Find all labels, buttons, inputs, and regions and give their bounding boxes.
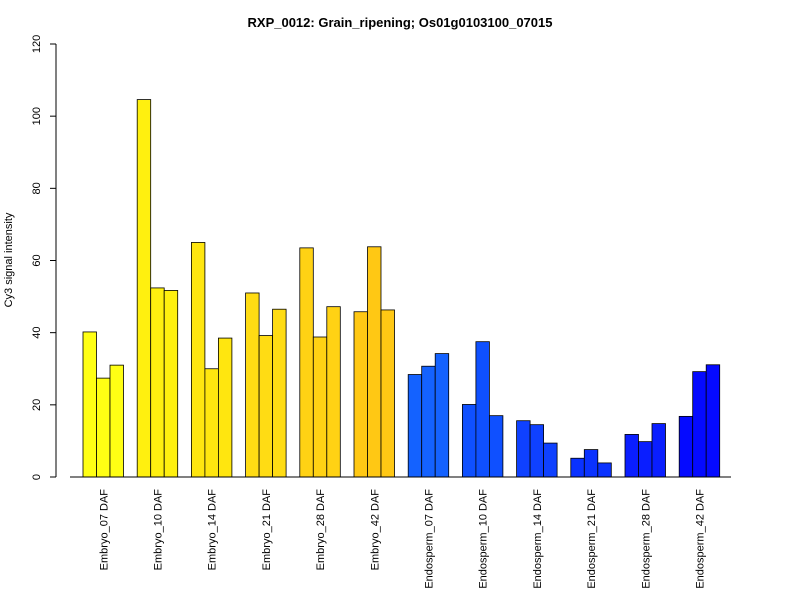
bar [638,441,653,478]
y-axis-label: Cy3 signal intensity [3,212,15,307]
bar [516,420,531,478]
bar [705,364,721,478]
y-axis: 0 20 40 60 80 100 120 [31,35,57,480]
bar [529,424,544,478]
bar [583,449,599,478]
bar [651,423,666,478]
x-tick-label: Endosperm_21 DAF [586,489,598,589]
bar [258,335,274,478]
bars-group [82,99,721,478]
x-tick-label: Endosperm_14 DAF [532,489,544,589]
bar [488,415,504,478]
bar [163,290,179,478]
bar [543,442,558,478]
bar [434,353,450,478]
bar [678,415,694,478]
bar [367,246,382,478]
bar [570,457,585,478]
x-tick-label: Endosperm_07 DAF [423,489,435,589]
bar [353,311,368,478]
y-tick-label: 60 [31,254,43,266]
x-tick-label: Embryo_14 DAF [207,489,219,571]
bar [299,247,314,478]
bar [421,365,436,478]
x-tick-label: Endosperm_42 DAF [694,489,706,589]
bar [407,374,423,478]
bar [692,371,707,478]
bar [475,341,490,478]
x-tick-label: Embryo_28 DAF [315,489,327,571]
x-tick-label: Endosperm_28 DAF [640,489,652,589]
bar [245,292,260,478]
bar [190,242,206,478]
bar [461,404,477,478]
x-axis-labels: Embryo_07 DAF Embryo_10 DAF Embryo_14 DAF E… [98,489,706,589]
x-tick-label: Embryo_07 DAF [98,489,110,571]
y-tick-label: 0 [31,474,43,480]
chart-title: RXP_0012: Grain_ripening; Os01g0103100_0… [248,15,553,30]
x-tick-label: Endosperm_10 DAF [478,489,490,589]
bar [272,308,287,478]
bar [312,336,328,478]
x-tick-label: Embryo_10 DAF [152,489,164,571]
bar [109,364,124,478]
bar [136,99,152,478]
bar [597,462,612,478]
bar [150,287,165,478]
y-tick-label: 100 [31,107,43,125]
y-tick-label: 120 [31,35,43,53]
x-tick-label: Embryo_21 DAF [261,489,273,571]
y-tick-label: 20 [31,399,43,411]
bar [624,434,639,478]
bar [217,337,233,478]
bar [82,331,97,478]
y-tick-label: 80 [31,182,43,194]
bar [326,306,341,478]
y-tick-label: 40 [31,327,43,339]
bar [380,309,395,478]
bar [96,377,111,478]
x-tick-label: Embryo_42 DAF [369,489,381,571]
bar [204,368,219,478]
